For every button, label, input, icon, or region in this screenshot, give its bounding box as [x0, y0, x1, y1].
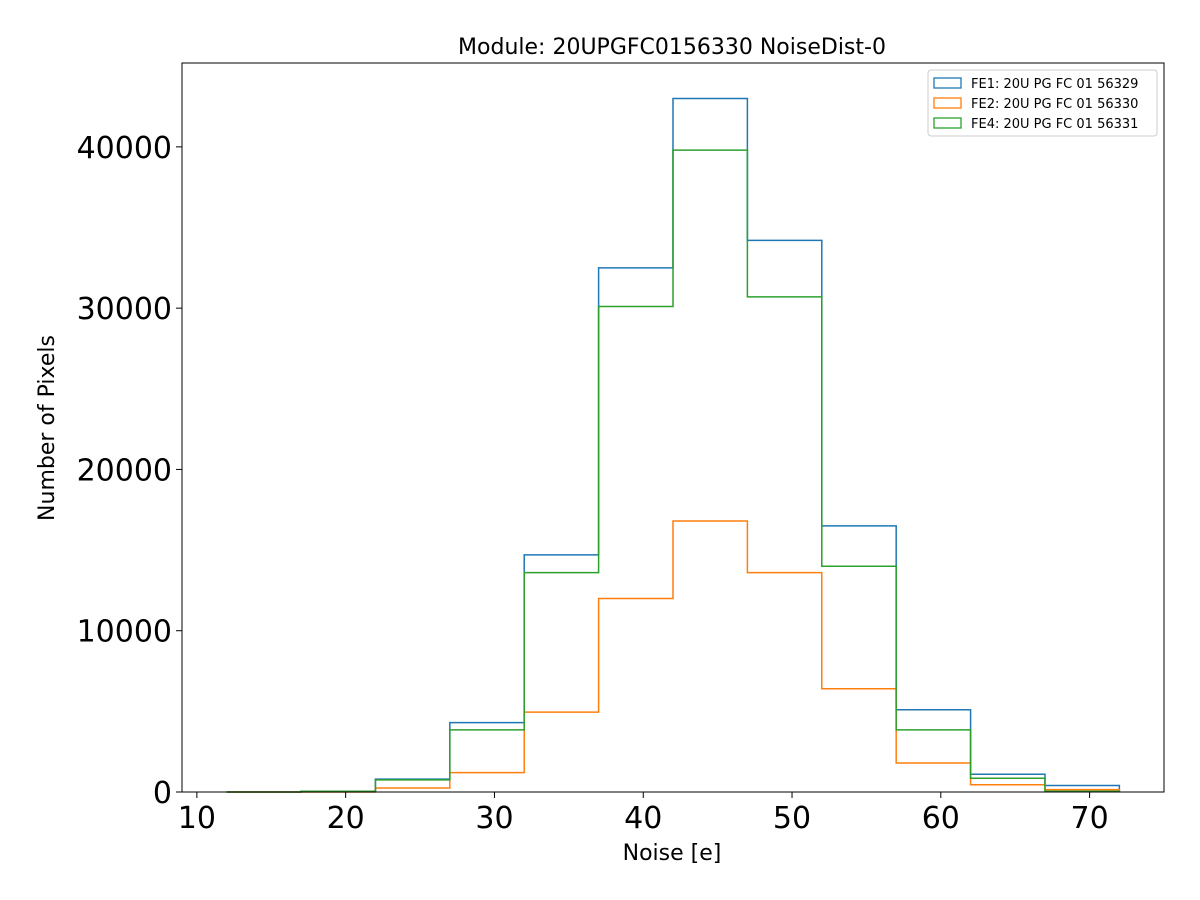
- legend-swatch: [933, 97, 962, 109]
- x-axis-label: Noise [e]: [623, 841, 722, 866]
- plot-frame: [181, 62, 1165, 793]
- y-tick-label: 0: [153, 776, 172, 811]
- legend-box: [927, 69, 1158, 137]
- x-tick-label: 30: [475, 801, 513, 836]
- y-axis-label: Number of Pixels: [35, 335, 60, 521]
- x-axis: 10 20 30 40 50 60 70: [178, 792, 1109, 836]
- plot-area: [181, 62, 1165, 793]
- legend-entry: FE1: 20U PG FC 01 56329: [971, 77, 1138, 92]
- histogram-series-2: [226, 520, 1121, 793]
- legend-swatch: [933, 77, 962, 89]
- y-tick-label: 10000: [77, 615, 172, 650]
- y-tick-label: 30000: [77, 292, 172, 327]
- x-tick-label: 50: [773, 801, 811, 836]
- x-tick-label: 60: [922, 801, 960, 836]
- y-axis: 0 10000 20000 30000 40000: [77, 131, 182, 811]
- x-tick-label: 40: [624, 801, 662, 836]
- x-tick-label: 10: [178, 801, 216, 836]
- legend-entry: FE4: 20U PG FC 01 56331: [971, 117, 1138, 132]
- y-tick-label: 40000: [77, 131, 172, 166]
- chart-title: Module: 20UPGFC0156330 NoiseDist-0: [458, 35, 886, 60]
- x-tick-label: 70: [1071, 801, 1109, 836]
- histogram-series-3: [226, 149, 1121, 793]
- x-tick-label: 20: [327, 801, 365, 836]
- legend-swatch: [933, 117, 962, 129]
- legend: FE1: 20U PG FC 01 56329 FE2: 20U PG FC 01…: [927, 69, 1158, 137]
- y-tick-label: 20000: [77, 453, 172, 488]
- legend-entry: FE2: 20U PG FC 01 56330: [971, 97, 1138, 112]
